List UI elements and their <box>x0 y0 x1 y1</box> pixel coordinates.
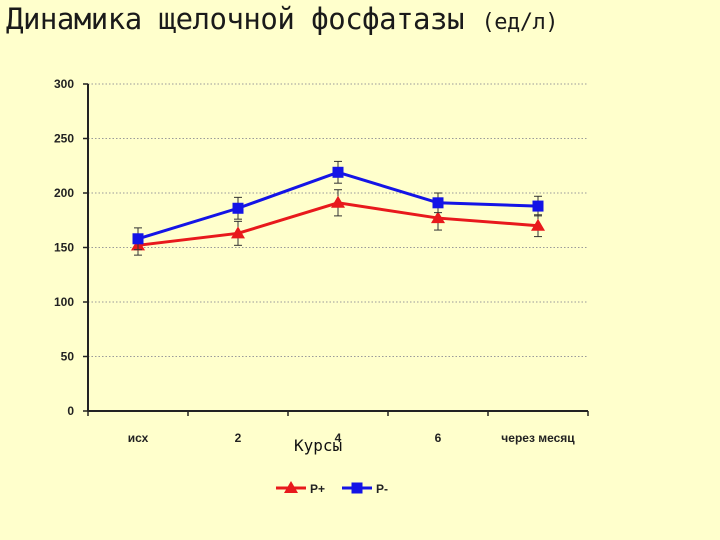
data-point-p-minus <box>132 233 144 245</box>
data-point-p-minus <box>432 197 444 209</box>
y-tick-label: 250 <box>54 132 74 146</box>
data-point-p-plus <box>331 195 345 208</box>
legend-marker-p-minus <box>351 482 363 494</box>
legend-marker-p-plus <box>284 481 298 493</box>
chart-title: Динамика щелочной фосфатазы (ед/л) <box>6 2 558 37</box>
chart-title-main: Динамика щелочной фосфатазы <box>6 2 464 36</box>
x-tick-label: исх <box>128 431 149 445</box>
y-tick-label: 200 <box>54 186 74 200</box>
data-point-p-minus <box>532 200 544 212</box>
x-tick-label: через месяц <box>501 431 575 445</box>
y-tick-label: 0 <box>67 404 74 418</box>
y-tick-label: 100 <box>54 295 74 309</box>
legend-label-p-plus: P+ <box>310 482 325 496</box>
data-point-p-minus <box>232 202 244 214</box>
legend-label-p-minus: P- <box>376 482 388 496</box>
y-tick-label: 50 <box>61 350 75 364</box>
chart-title-unit: (ед/л) <box>481 10 558 35</box>
data-point-p-plus <box>231 226 245 239</box>
data-point-p-plus <box>531 218 545 231</box>
y-tick-label: 150 <box>54 241 74 255</box>
data-point-p-plus <box>431 211 445 224</box>
x-tick-label: 2 <box>235 431 242 445</box>
data-point-p-minus <box>332 166 344 178</box>
y-tick-label: 300 <box>54 77 74 91</box>
x-tick-label: 6 <box>435 431 442 445</box>
x-tick-label: 4 <box>335 431 342 445</box>
x-axis-label: Курсы <box>294 436 343 455</box>
